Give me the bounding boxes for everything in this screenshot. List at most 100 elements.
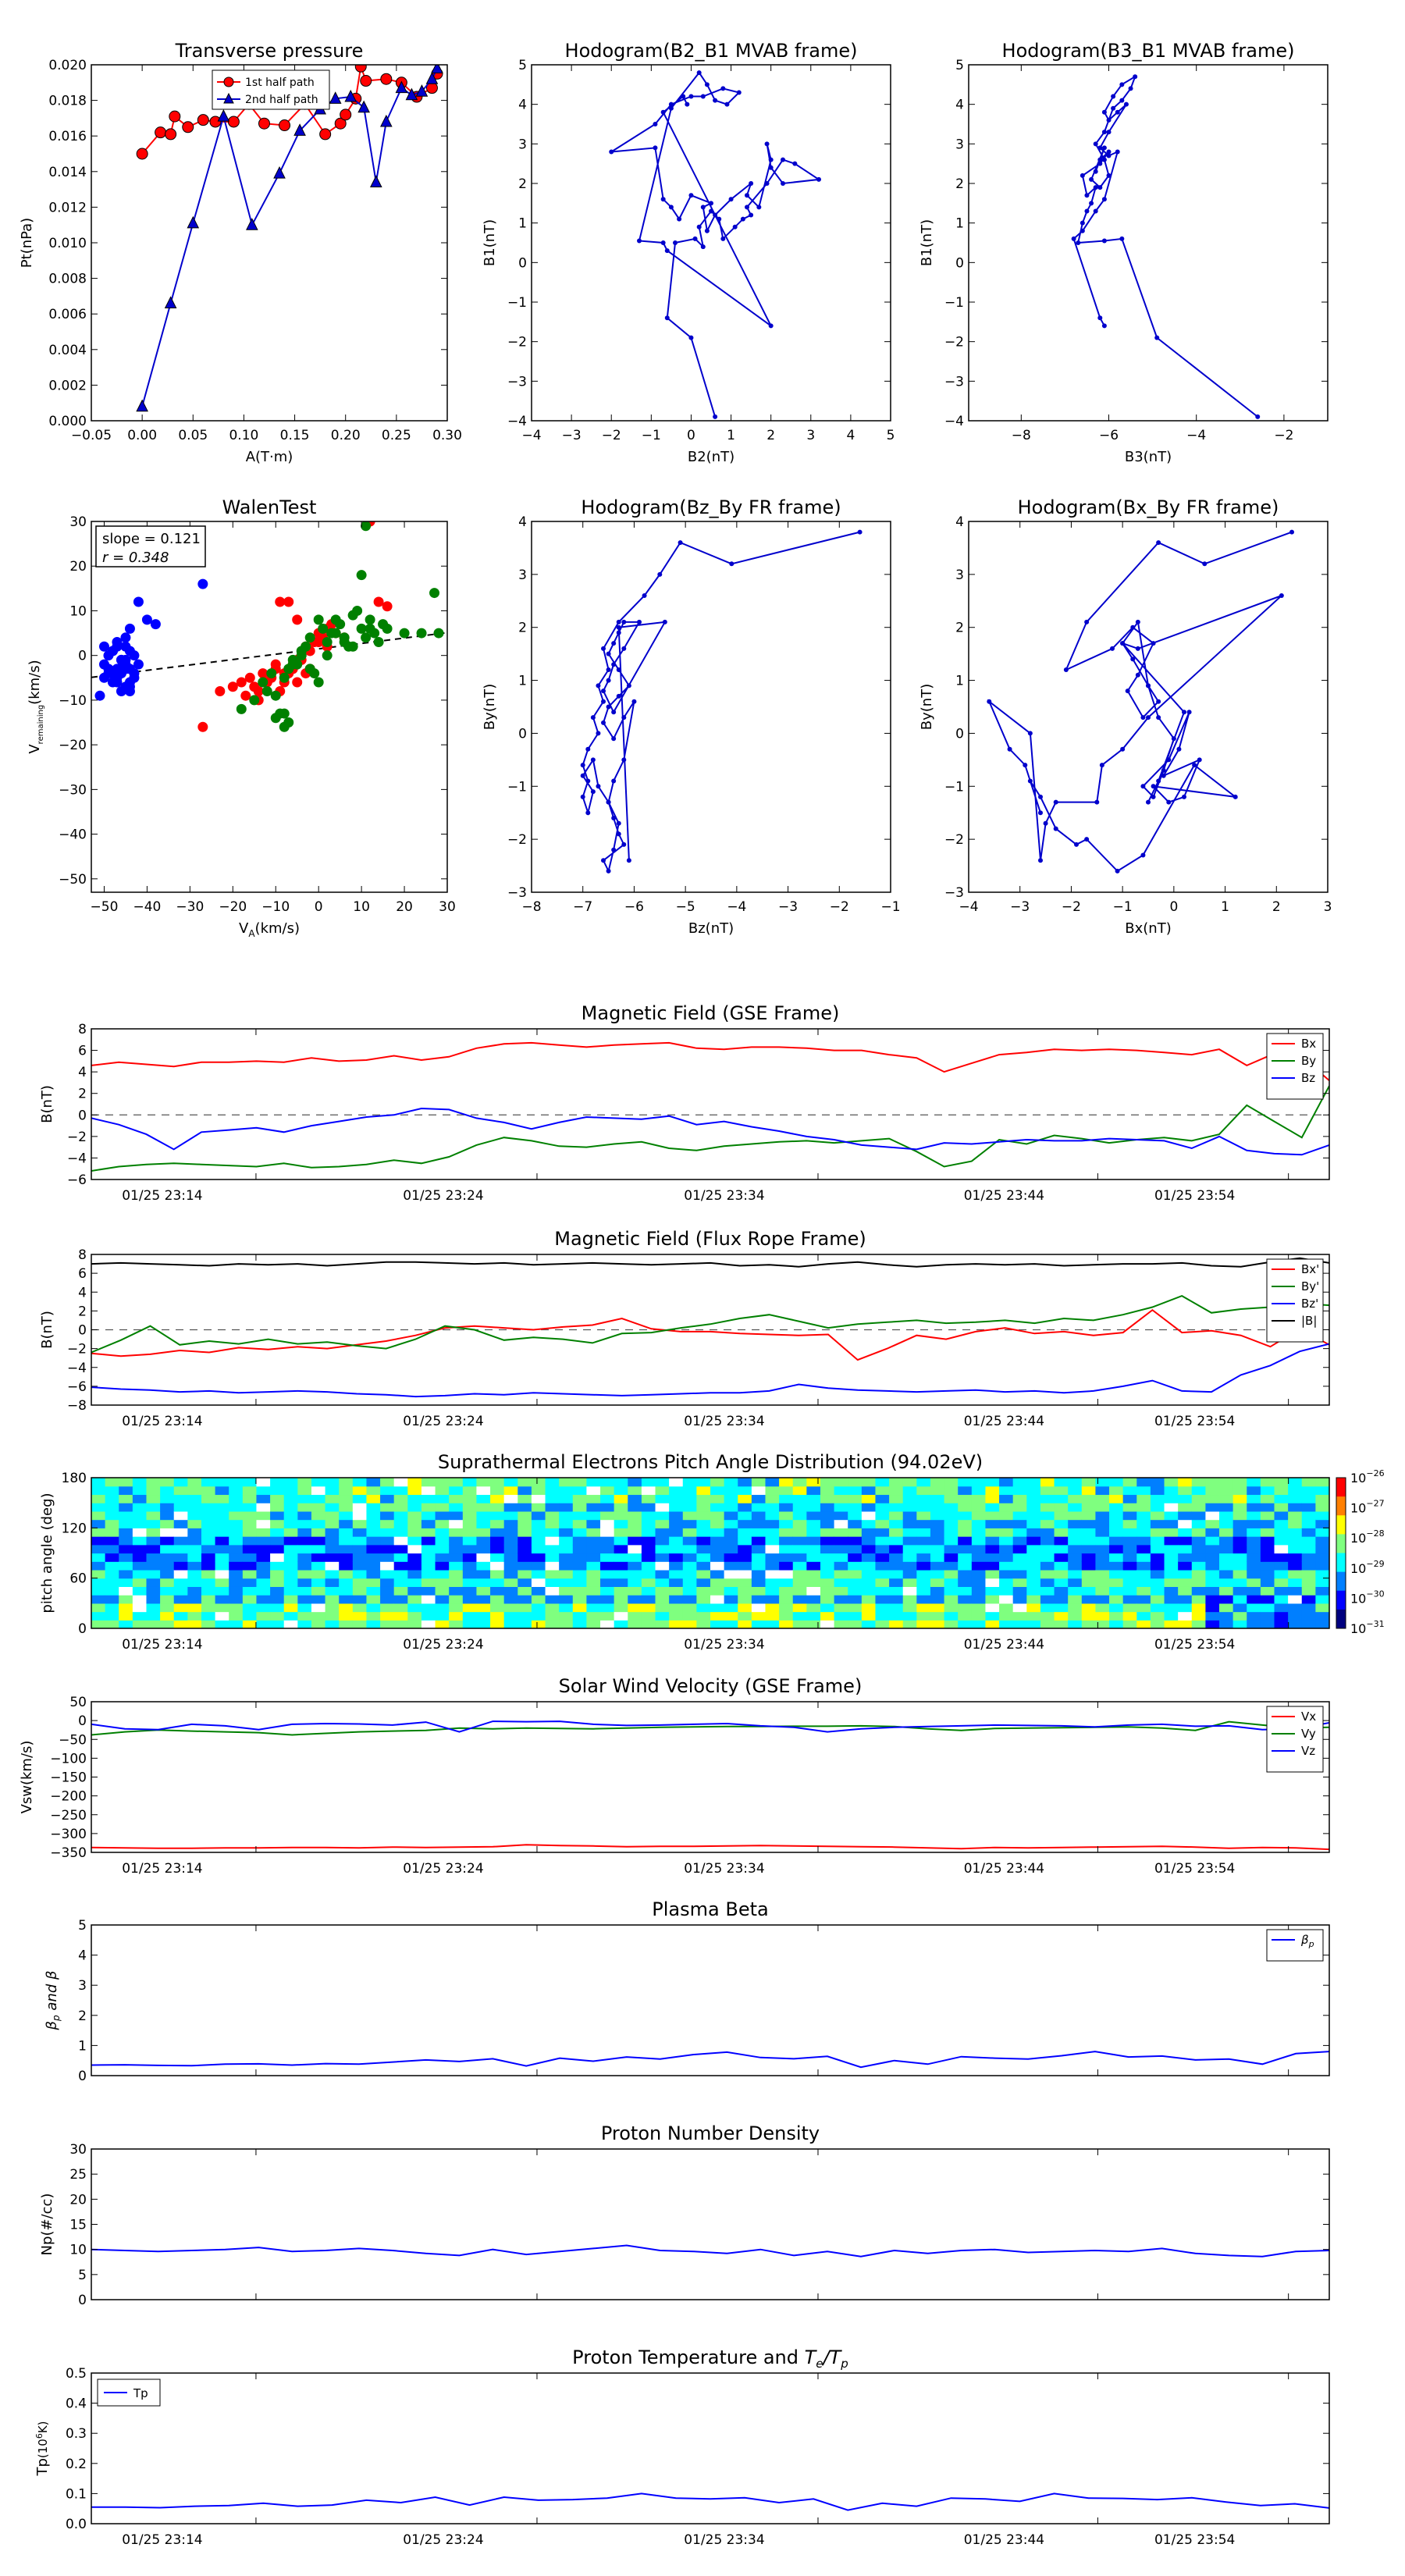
data-point (1156, 540, 1161, 546)
data-point (696, 224, 702, 229)
series-line (91, 1107, 1329, 1156)
heatmap-cell (1081, 1595, 1097, 1604)
time-tick-label: 01/25 23:34 (684, 1414, 764, 1429)
heatmap-cell (765, 1595, 780, 1604)
heatmap-cell (449, 1586, 464, 1596)
heatmap-cell (1178, 1569, 1193, 1579)
heatmap-cell (215, 1578, 229, 1587)
heatmap-cell (325, 1586, 340, 1596)
time-tick-label: 01/25 23:24 (403, 1637, 483, 1653)
data-point (736, 90, 742, 95)
heatmap-cell (669, 1544, 684, 1554)
heatmap-cell (380, 1510, 395, 1521)
heatmap-cell (518, 1611, 532, 1621)
heatmap-cell (1026, 1536, 1041, 1546)
heatmap-cell (1219, 1586, 1234, 1596)
heatmap-cell (201, 1603, 216, 1613)
heatmap-cell (1247, 1553, 1261, 1562)
heatmap-cell (682, 1595, 697, 1604)
heatmap-cell (1150, 1519, 1165, 1528)
heatmap-cell (1247, 1485, 1261, 1496)
data-point (1101, 157, 1107, 162)
heatmap-cell (875, 1561, 890, 1571)
heatmap-cell (173, 1578, 188, 1587)
y-tick-label: 4 (78, 1285, 87, 1300)
y-tick-label: −10 (59, 693, 87, 709)
y-tick-label: 3 (955, 137, 964, 152)
y-axis-label: Vremaining(km/s) (27, 660, 45, 753)
y-tick-label: 0.002 (48, 378, 87, 393)
heatmap-cell (283, 1586, 298, 1596)
data-point (1106, 130, 1112, 135)
heatmap-cell (270, 1544, 285, 1554)
heatmap-cell (545, 1586, 560, 1596)
scatter-point (322, 650, 333, 661)
plot-title: Suprathermal Electrons Pitch Angle Distr… (438, 1451, 983, 1473)
heatmap-cell (1288, 1536, 1303, 1546)
x-tick-label: −2 (1062, 899, 1081, 915)
y-tick-label: 60 (69, 1571, 87, 1587)
heatmap-cell (724, 1578, 738, 1587)
heatmap-cell (1178, 1536, 1193, 1546)
heatmap-cell (902, 1503, 917, 1512)
heatmap-cell (449, 1569, 464, 1579)
heatmap-cell (1109, 1494, 1124, 1503)
data-point (709, 201, 713, 206)
heatmap-cell (1081, 1544, 1097, 1554)
heatmap-cell (229, 1595, 244, 1604)
heatmap-cell (724, 1595, 738, 1604)
heatmap-cell (1205, 1553, 1220, 1562)
heatmap-cell (518, 1569, 532, 1579)
heatmap-cell (848, 1503, 863, 1512)
heatmap-cell (779, 1519, 794, 1528)
heatmap-cell (834, 1494, 848, 1503)
colorbar-exponent: −29 (1366, 1559, 1384, 1569)
heatmap-cell (682, 1485, 697, 1496)
heatmap-cell (792, 1544, 807, 1554)
heatmap-cell (682, 1561, 697, 1571)
heatmap-cell (944, 1478, 959, 1487)
data-point (1007, 746, 1012, 752)
heatmap-cell (1315, 1478, 1329, 1487)
data-point (1176, 746, 1182, 752)
heatmap-cell (628, 1553, 642, 1562)
plot-title: Proton Temperature and Te/Tp (572, 2347, 848, 2371)
plot-area (987, 529, 1294, 873)
heatmap-cell (1054, 1494, 1069, 1503)
heatmap-cell (559, 1485, 574, 1496)
heatmap-cell (724, 1519, 738, 1528)
y-tick-label: −3 (944, 885, 964, 901)
heatmap-cell (1301, 1510, 1316, 1521)
data-point (673, 240, 678, 245)
heatmap-cell (641, 1510, 656, 1521)
heatmap-cell (1260, 1544, 1275, 1554)
slope-annotation: slope = 0.121 (102, 531, 201, 547)
data-point (258, 117, 270, 130)
y-axis-label: By(nT) (482, 684, 498, 730)
heatmap-cell (751, 1561, 767, 1571)
data-point (637, 619, 642, 624)
data-point (749, 181, 754, 186)
heatmap-cell (283, 1503, 298, 1512)
heatmap-cell (1164, 1528, 1179, 1537)
heatmap-cell (435, 1611, 450, 1621)
x-axis-label: B2(nT) (688, 449, 735, 465)
x-tick-label: 3 (1324, 899, 1332, 915)
heatmap-cell (366, 1578, 381, 1587)
heatmap-cell (242, 1578, 258, 1587)
heatmap-cell (600, 1569, 615, 1579)
heatmap-cell (1054, 1503, 1069, 1512)
heatmap-cell (586, 1603, 601, 1613)
heatmap-cell (1205, 1478, 1220, 1487)
heatmap-cell (985, 1519, 1000, 1528)
heatmap-cell (614, 1595, 628, 1604)
heatmap-cell (1274, 1510, 1289, 1521)
heatmap-cell (889, 1553, 904, 1562)
heatmap-cell (366, 1611, 381, 1621)
heatmap-cell (421, 1569, 436, 1579)
heatmap-cell (1026, 1595, 1041, 1604)
ylabel-unit: (10 (36, 2439, 50, 2458)
scatter-point (270, 659, 281, 670)
heatmap-cell (820, 1536, 835, 1546)
series-line (91, 1720, 1329, 1733)
